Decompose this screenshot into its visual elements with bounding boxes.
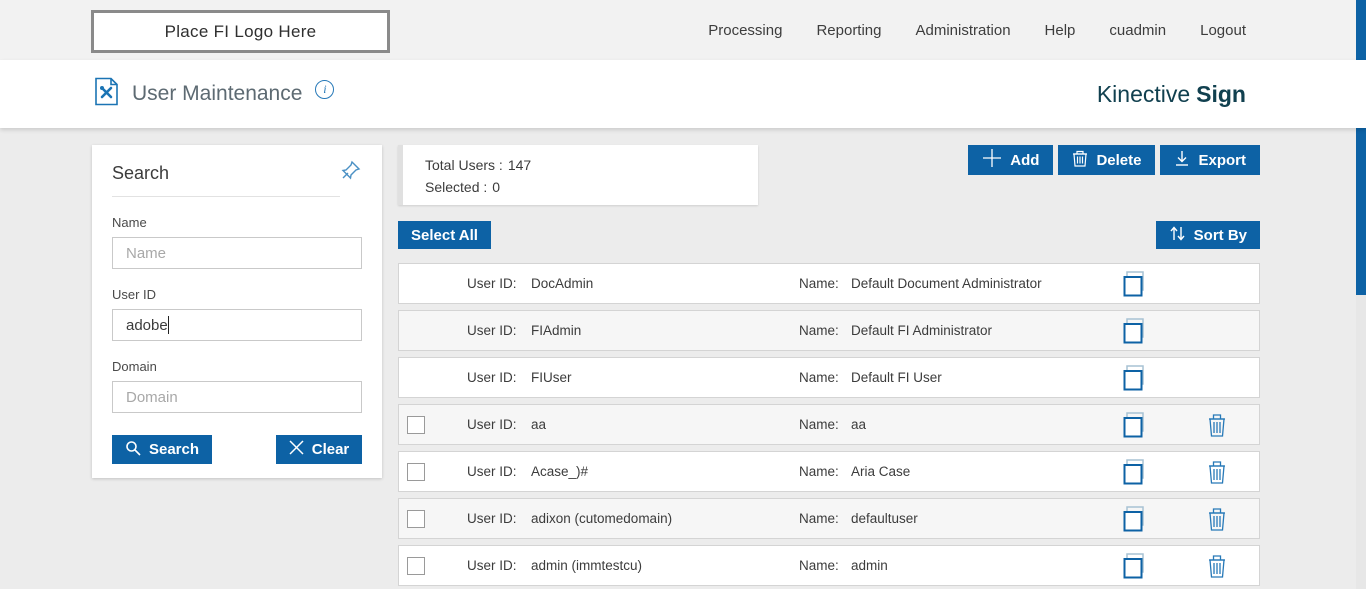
name-value: Default FI Administrator [851,323,993,338]
total-users-label: Total Users : [425,157,503,173]
name-label: Name: [799,511,839,526]
domain-field-label: Domain [112,359,157,374]
user-id-value: admin (immtestcu) [531,558,643,573]
user-id-label: User ID: [467,511,517,526]
user-id-value: DocAdmin [531,276,594,291]
user-id-label: User ID: [467,558,517,573]
row-checkbox[interactable] [407,462,425,481]
text-cursor [168,316,169,334]
user-id-value: FIAdmin [531,323,582,338]
add-button[interactable]: Add [968,145,1054,175]
delete-user-trash-icon[interactable] [1207,413,1227,437]
search-panel-title: Search [112,163,340,197]
nav-reporting[interactable]: Reporting [816,21,882,39]
name-label: Name: [799,323,839,338]
user-id-value: Acase_)# [531,464,589,479]
table-row: User ID: FIUser Name: Default FI User [398,357,1260,398]
name-value: admin [851,558,888,573]
delete-user-trash-icon[interactable] [1207,507,1227,531]
user-id-value: adixon (cutomedomain) [531,511,673,526]
user-id-field-label: User ID [112,287,157,302]
nav-processing[interactable]: Processing [708,21,783,39]
export-button[interactable]: Export [1160,145,1260,175]
copy-user-icon[interactable] [1123,317,1147,344]
row-checkbox[interactable] [407,556,425,575]
user-id-label: User ID: [467,464,517,479]
search-button[interactable]: Search [112,435,212,464]
name-value: Default FI User [851,370,942,385]
plus-icon [982,148,1002,172]
download-icon [1174,150,1190,171]
nav-username[interactable]: cuadmin [1109,21,1167,39]
row-checkbox[interactable] [407,415,425,434]
copy-user-icon[interactable] [1123,364,1147,391]
brand-name-regular: Kinective [1096,80,1191,107]
scrollbar-thumb[interactable] [1356,0,1366,295]
delete-user-trash-icon[interactable] [1207,554,1227,578]
table-row: User ID: aa Name: aa [398,404,1260,445]
total-users-value: 147 [507,157,532,173]
table-row: User ID: Acase_)# Name: Aria Case [398,451,1260,492]
name-value: aa [851,417,867,432]
nav-help[interactable]: Help [1044,21,1076,39]
table-row: User ID: adixon (cutomedomain) Name: def… [398,498,1260,539]
name-label: Name: [799,417,839,432]
pin-icon[interactable] [340,159,362,186]
fi-logo-text: Place FI Logo Here [164,21,317,41]
user-id-input[interactable] [112,309,362,341]
nav-administration[interactable]: Administration [915,21,1011,39]
fi-logo-placeholder: Place FI Logo Here [91,10,390,53]
user-id-label: User ID: [467,323,517,338]
sort-arrows-icon [1169,225,1186,246]
domain-input[interactable] [112,381,362,413]
top-bar: Place FI Logo Here Processing Reporting … [0,0,1366,60]
name-value: defaultuser [851,511,918,526]
search-icon [125,440,141,460]
name-value: Default Document Administrator [851,276,1042,291]
trash-icon [1072,149,1088,171]
table-row: User ID: DocAdmin Name: Default Document… [398,263,1260,304]
selected-label: Selected : [425,179,488,195]
copy-user-icon[interactable] [1123,552,1147,579]
page-header: User Maintenance i Kinective Sign [0,60,1366,128]
user-maintenance-tools-icon [94,77,119,111]
nav-logout[interactable]: Logout [1200,21,1246,39]
name-label: Name: [799,464,839,479]
row-checkbox[interactable] [407,509,425,528]
delete-button[interactable]: Delete [1058,145,1156,175]
sort-by-button[interactable]: Sort By [1155,221,1260,249]
vertical-scrollbar[interactable] [1356,0,1366,589]
table-row: User ID: FIAdmin Name: Default FI Admini… [398,310,1260,351]
clear-x-icon [289,440,304,459]
table-row: User ID: admin (immtestcu) Name: admin [398,545,1260,586]
copy-user-icon[interactable] [1123,411,1147,438]
brand-name-bold: Sign [1196,80,1246,107]
name-label: Name: [799,558,839,573]
user-id-label: User ID: [467,276,517,291]
user-id-label: User ID: [467,417,517,432]
name-label: Name: [799,370,839,385]
user-id-value: FIUser [531,370,572,385]
info-icon[interactable]: i [315,79,335,99]
search-panel: Search Name User ID Domain [92,145,382,478]
page-title: User Maintenance [132,82,303,105]
name-field-label: Name [112,215,147,230]
copy-user-icon[interactable] [1123,458,1147,485]
delete-user-trash-icon[interactable] [1207,460,1227,484]
user-id-value: aa [531,417,547,432]
top-navigation: Processing Reporting Administration Help… [708,22,1366,39]
select-all-button[interactable]: Select All [398,221,491,249]
clear-button[interactable]: Clear [276,435,362,464]
copy-user-icon[interactable] [1123,505,1147,532]
selected-value: 0 [492,179,501,195]
copy-user-icon[interactable] [1123,270,1147,297]
user-id-label: User ID: [467,370,517,385]
user-list: User ID: DocAdmin Name: Default Document… [398,263,1260,586]
name-label: Name: [799,276,839,291]
brand-logo: Kinective Sign [1097,81,1366,108]
name-value: Aria Case [851,464,911,479]
user-count-summary: Total Users :147 Selected :0 [398,145,758,205]
name-input[interactable] [112,237,362,269]
